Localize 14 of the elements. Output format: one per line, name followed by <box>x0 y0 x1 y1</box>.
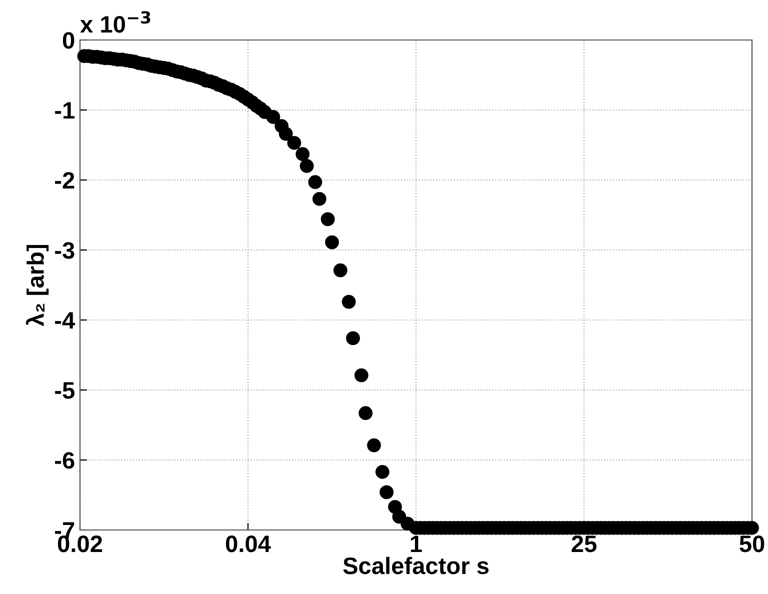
x-tick-label: 50 <box>740 535 764 552</box>
y-tick-label: -1 <box>55 102 74 119</box>
x-tick-label: 0.04 <box>226 535 271 552</box>
x-tick-label: 1 <box>410 536 422 552</box>
x-axis-title: Scalefactor s <box>343 556 489 574</box>
x-tick-label: 25 <box>572 535 596 552</box>
y-tick-label: 0 <box>62 32 74 49</box>
y-tick-label: -4 <box>55 312 76 329</box>
y-axis-title: λ₂ [arb] <box>26 245 49 326</box>
y-tick-label: -5 <box>55 382 74 399</box>
text: x 10$^{−3}$ <box>80 11 150 33</box>
y-tick-label: -3 <box>55 242 74 259</box>
y-tick-label: -6 <box>55 452 74 469</box>
y-tick-label: -2 <box>55 172 74 189</box>
